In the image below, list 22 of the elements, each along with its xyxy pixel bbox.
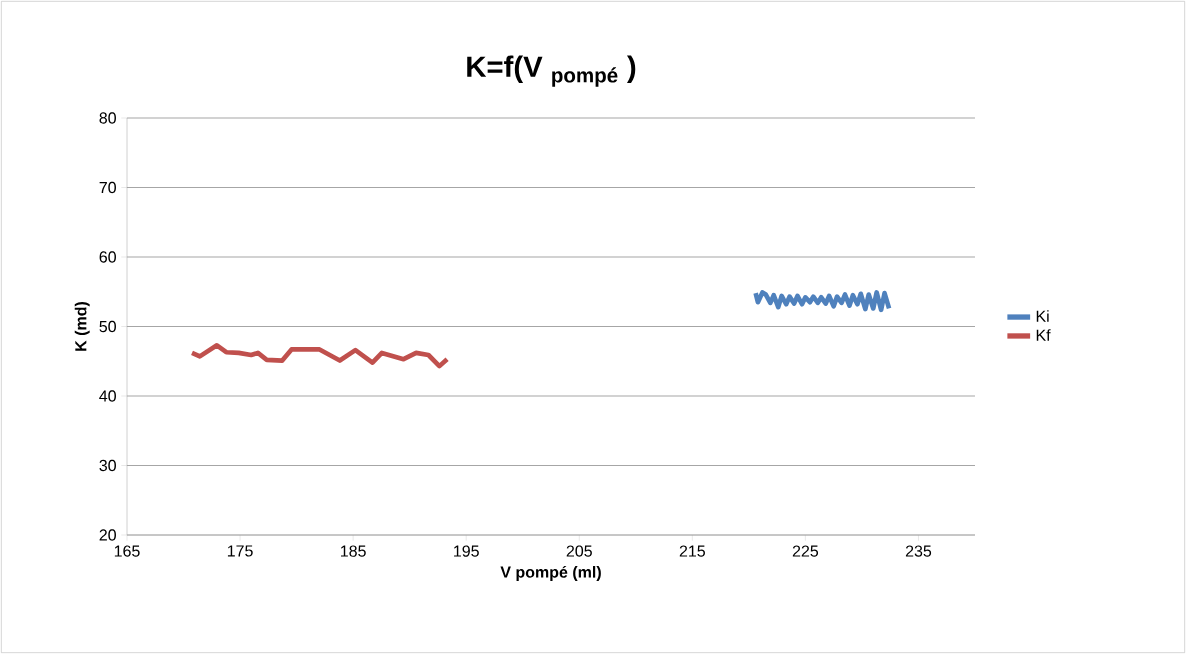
y-tick-label: 80 [99,112,116,124]
x-tick-label: 175 [227,545,253,557]
x-axis-title: V pompé (ml) [500,565,601,581]
x-tick-label: 235 [905,545,932,557]
y-tick-label: 70 [99,181,116,194]
y-tick-label: 60 [99,251,116,263]
x-tick-label: 215 [679,545,705,557]
x-tick-label: 205 [566,545,592,557]
legend-label: Kf [1036,329,1051,341]
y-tick-label: 30 [99,459,116,472]
line-series [189,342,450,369]
y-tick-label: 40 [99,390,116,402]
y-tick-label: 20 [99,529,116,541]
x-tick-label: 165 [114,545,140,557]
x-tick-label: 195 [454,545,479,557]
y-tick-label: 50 [99,320,116,333]
legend-label: Ki [1036,310,1049,322]
line-series [753,290,892,313]
y-axis-title: K (md) [74,301,90,351]
chart-title: K=f(V $_{pompé}$ ) [467,55,636,87]
x-tick-label: 185 [341,545,366,557]
x-tick-label: 225 [792,545,819,557]
